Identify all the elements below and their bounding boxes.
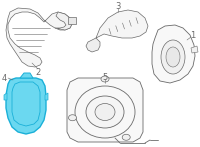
Polygon shape xyxy=(4,93,7,100)
Ellipse shape xyxy=(101,76,109,82)
Ellipse shape xyxy=(166,47,180,67)
Ellipse shape xyxy=(86,96,124,128)
Polygon shape xyxy=(45,93,48,100)
Polygon shape xyxy=(86,38,100,52)
Polygon shape xyxy=(67,78,143,142)
Polygon shape xyxy=(191,46,198,53)
Ellipse shape xyxy=(95,103,115,121)
Polygon shape xyxy=(6,78,46,134)
Polygon shape xyxy=(6,8,72,67)
Text: 5: 5 xyxy=(102,72,108,81)
Text: 3: 3 xyxy=(115,1,121,10)
Polygon shape xyxy=(20,73,33,78)
Text: 2: 2 xyxy=(35,67,41,76)
Polygon shape xyxy=(96,10,148,38)
Ellipse shape xyxy=(69,115,77,121)
Ellipse shape xyxy=(161,40,185,74)
Ellipse shape xyxy=(122,134,130,140)
Ellipse shape xyxy=(75,86,135,138)
Polygon shape xyxy=(152,25,195,83)
Polygon shape xyxy=(55,12,72,30)
Text: 4: 4 xyxy=(1,74,7,82)
Polygon shape xyxy=(68,17,76,24)
Text: 1: 1 xyxy=(190,30,196,40)
